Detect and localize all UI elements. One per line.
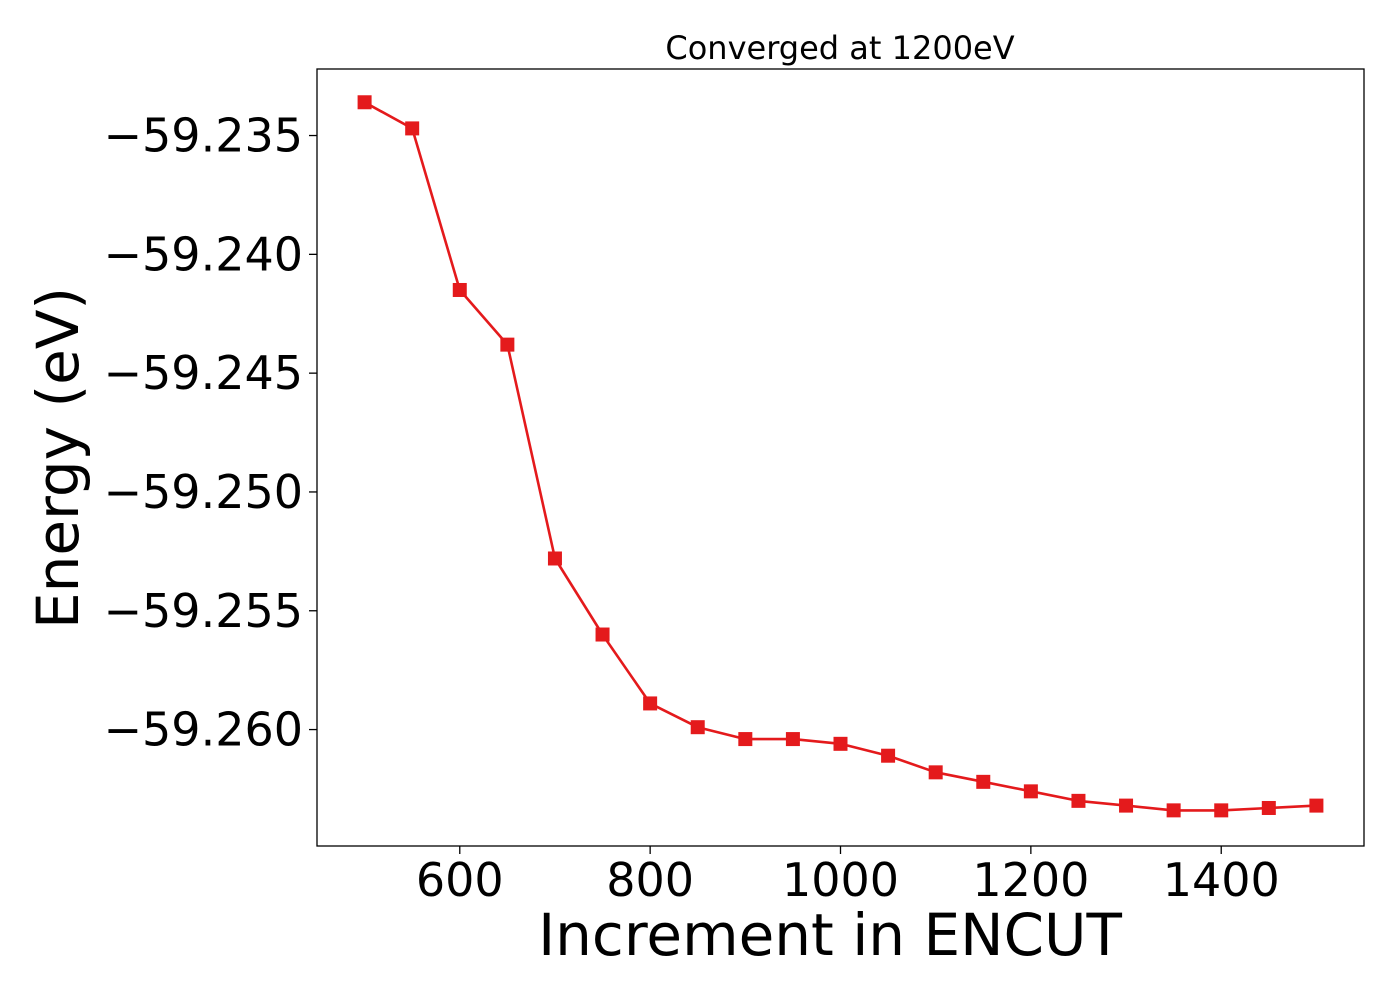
chart-title: Converged at 1200eV bbox=[665, 29, 1014, 67]
data-point-marker bbox=[452, 282, 467, 297]
y-axis-title: Energy (eV) bbox=[24, 287, 92, 629]
data-point-marker bbox=[881, 748, 896, 763]
series-layer bbox=[357, 95, 1324, 818]
data-point-marker bbox=[1309, 798, 1324, 813]
data-point-marker bbox=[785, 732, 800, 747]
data-point-marker bbox=[1166, 803, 1181, 818]
data-point-marker bbox=[357, 95, 372, 110]
y-tick-label: −59.255 bbox=[104, 584, 304, 638]
data-point-marker bbox=[405, 121, 420, 136]
y-tick-label: −59.245 bbox=[104, 346, 304, 400]
data-point-marker bbox=[690, 720, 705, 735]
y-tick-label: −59.250 bbox=[104, 465, 304, 519]
data-point-marker bbox=[976, 774, 991, 789]
x-axis-title: Increment in ENCUT bbox=[538, 901, 1122, 969]
x-tick-label: 1000 bbox=[782, 853, 899, 907]
x-tick-label: 1200 bbox=[972, 853, 1089, 907]
data-point-marker bbox=[1261, 800, 1276, 815]
data-point-marker bbox=[928, 765, 943, 780]
data-point-marker bbox=[738, 732, 753, 747]
y-axis-ticks: −59.235 −59.240 −59.245 −59.250 −59.255 −59.2… bbox=[104, 109, 317, 757]
x-tick-label: 1400 bbox=[1163, 853, 1280, 907]
data-point-marker bbox=[1119, 798, 1134, 813]
y-tick-label: −59.260 bbox=[104, 703, 304, 757]
data-point-marker bbox=[643, 696, 658, 711]
y-tick-label: −59.235 bbox=[104, 109, 304, 163]
data-point-marker bbox=[595, 627, 610, 642]
data-point-marker bbox=[500, 337, 515, 352]
data-point-marker bbox=[1023, 784, 1038, 799]
data-point-marker bbox=[547, 551, 562, 566]
y-tick-label: −59.240 bbox=[104, 227, 304, 281]
data-point-marker bbox=[1071, 793, 1086, 808]
x-tick-label: 800 bbox=[606, 853, 694, 907]
data-point-marker bbox=[833, 736, 848, 751]
data-point-marker bbox=[1214, 803, 1229, 818]
x-axis-ticks: 600 800 1000 1200 1400 bbox=[416, 846, 1280, 907]
x-tick-label: 600 bbox=[416, 853, 504, 907]
